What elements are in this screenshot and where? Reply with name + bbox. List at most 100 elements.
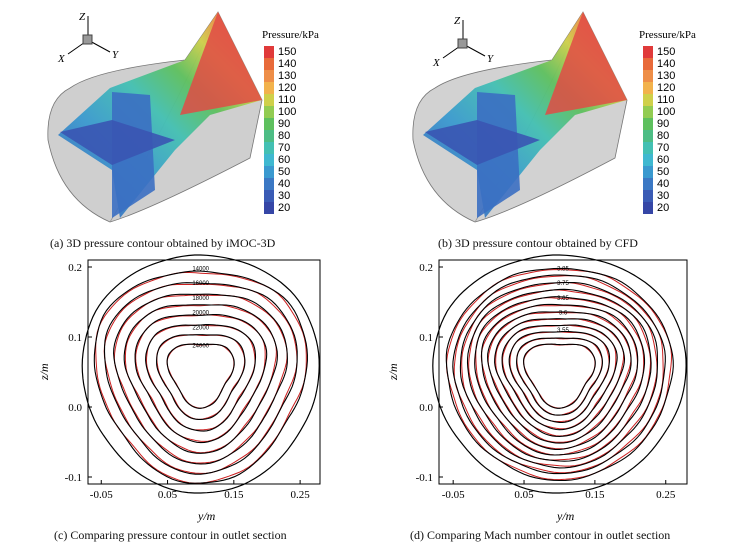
contour-value-label: 16000 xyxy=(192,281,209,287)
contour-line-black xyxy=(93,270,308,484)
colorbar-tick-label: 70 xyxy=(278,142,290,154)
colorbar-tick-label: 20 xyxy=(278,202,290,214)
contour-line-red xyxy=(461,281,658,467)
colorbar-swatch xyxy=(643,130,653,142)
colorbar-tick-label: 130 xyxy=(657,70,675,82)
colorbar-swatch xyxy=(264,70,274,82)
triad-z: Z xyxy=(79,11,86,23)
contour-lines-d: 3.85 3.75 3.65 3.6 3.55 xyxy=(432,254,687,494)
x-tick-label: 0.15 xyxy=(585,489,605,501)
colorbar-title-a: Pressure/kPa xyxy=(262,29,319,41)
colorbar-swatch xyxy=(643,70,653,82)
colorbar-swatch xyxy=(643,154,653,166)
axis-ticks-c: -0.05 0.05 0.15 0.25 0.2 0.1 0.0 -0.1 xyxy=(65,262,311,501)
colorbar-swatch xyxy=(264,94,274,106)
colorbar-tick-label: 150 xyxy=(657,46,675,58)
outlet-wall-boundary xyxy=(432,254,687,494)
x-tick-label: 0.25 xyxy=(290,489,310,501)
colorbar-swatch xyxy=(264,118,274,130)
contour-line-black xyxy=(166,343,235,409)
colorbar-swatch xyxy=(643,166,653,178)
colorbar-tick-label: 70 xyxy=(657,142,669,154)
contour-line-black xyxy=(487,311,632,444)
axes-triad-b: Z X Y xyxy=(432,15,495,69)
colorbar-swatch xyxy=(264,58,274,70)
x-tick-label: 0.05 xyxy=(158,489,178,501)
colorbar-tick-label: 140 xyxy=(278,58,296,70)
colorbar-swatch xyxy=(643,82,653,94)
colorbar-tick-label: 20 xyxy=(657,202,669,214)
contour-line-black xyxy=(134,313,268,444)
colorbar-tick-label: 110 xyxy=(278,94,296,106)
xlabel-c: y/m xyxy=(197,509,216,523)
contour-line-black xyxy=(494,318,626,437)
colorbar-tick-label: 140 xyxy=(657,58,675,70)
plot-frame-c xyxy=(87,259,321,485)
y-tick-label: -0.1 xyxy=(65,472,82,484)
colorbar-tick-label: 30 xyxy=(278,190,290,202)
xlabel-d: y/m xyxy=(556,509,575,523)
contour-value-label: 18000 xyxy=(192,296,209,302)
contour-value-label: 24000 xyxy=(192,344,209,350)
colorbar-swatch xyxy=(264,154,274,166)
axis-ticks-d: -0.05 0.05 0.15 0.25 0.2 0.1 0.0 -0.1 xyxy=(416,262,676,501)
caption-d: (d) Comparing Mach number contour in out… xyxy=(410,528,671,542)
caption-a: (a) 3D pressure contour obtained by iMOC… xyxy=(50,236,276,250)
contour-line-black xyxy=(459,281,659,469)
plot-frame-d xyxy=(438,259,688,485)
contour-line-black xyxy=(452,274,666,475)
y-tick-label: 0.0 xyxy=(419,402,433,414)
colorbar-tick-label: 150 xyxy=(278,46,296,58)
triad-x-b: X xyxy=(432,57,441,69)
contour-line-black xyxy=(516,337,603,416)
triad-y: Y xyxy=(112,49,120,61)
triad-y-b: Y xyxy=(487,53,495,65)
colorbar-tick-label: 100 xyxy=(657,106,675,118)
colorbar-swatch xyxy=(643,142,653,154)
colorbar-tick-label: 50 xyxy=(278,166,290,178)
colorbar-swatch xyxy=(643,46,653,58)
colorbar-swatch xyxy=(264,142,274,154)
contour-line-black xyxy=(474,296,646,456)
x-tick-label: 0.05 xyxy=(514,489,534,501)
colorbar-swatch xyxy=(264,82,274,94)
colorbar-tick-label: 110 xyxy=(657,94,675,106)
colorbar-tick-label: 60 xyxy=(657,154,669,166)
contour-line-black xyxy=(445,267,674,482)
contour-value-label: 3.6 xyxy=(559,311,568,317)
colorbar-swatch xyxy=(643,106,653,118)
colorbar-tick-label: 90 xyxy=(278,118,290,130)
colorbar-tick-label: 60 xyxy=(278,154,290,166)
colorbar-swatch xyxy=(643,190,653,202)
outlet-wall-boundary xyxy=(81,254,320,494)
colorbar-swatch xyxy=(264,190,274,202)
colorbar-title-b: Pressure/kPa xyxy=(639,29,696,41)
y-tick-label: 0.0 xyxy=(68,402,82,414)
colorbar-swatch xyxy=(643,178,653,190)
contour-line-black xyxy=(103,282,298,475)
colorbar-swatch xyxy=(264,178,274,190)
contour-line-black xyxy=(156,334,246,420)
contour-line-red xyxy=(135,314,266,442)
contour-line-red xyxy=(145,324,256,431)
contour-value-label: 3.85 xyxy=(557,267,569,273)
y-tick-label: 0.2 xyxy=(68,262,82,274)
contour-value-label: 22000 xyxy=(192,325,209,331)
panel-c-pressure-contour-plot: 14000 16000 18000 20000 22000 24000 -0.05 0.05… xyxy=(37,254,321,523)
caption-c: (c) Comparing pressure contour in outlet… xyxy=(54,528,287,542)
colorbar-tick-label: 80 xyxy=(278,130,290,142)
axes-triad-a: Z X Y xyxy=(57,11,120,65)
colorbar-tick-label: 50 xyxy=(657,166,669,178)
contour-line-black xyxy=(508,330,611,424)
y-tick-label: 0.1 xyxy=(68,332,82,344)
colorbar-swatch xyxy=(264,106,274,118)
contour-line-red xyxy=(166,343,235,409)
contour-line-black xyxy=(523,343,596,409)
colorbar-tick-label: 40 xyxy=(278,178,290,190)
contour-line-black xyxy=(113,293,288,465)
triad-x: X xyxy=(57,53,66,65)
colorbar-swatch xyxy=(264,166,274,178)
colorbar-tick-label: 100 xyxy=(278,106,296,118)
